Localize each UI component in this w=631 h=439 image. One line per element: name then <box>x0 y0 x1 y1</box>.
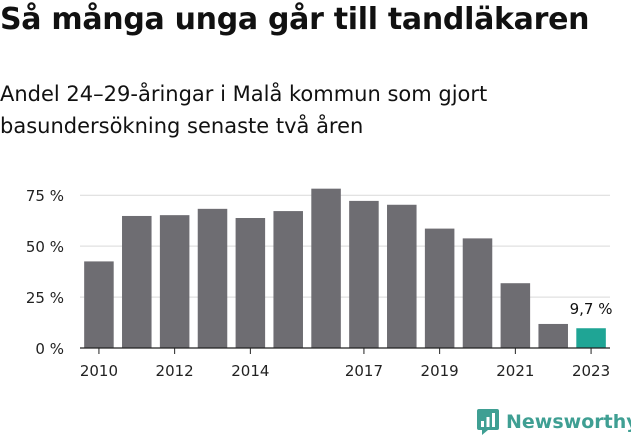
brand-name: Newsworthy <box>506 411 631 433</box>
chart-title: Så många unga går till tandläkaren <box>0 2 590 37</box>
bar-chart: 0 % 25 % 50 % 75 % 2010 2012 2014 2017 2019 2021 2… <box>26 187 613 380</box>
bar <box>84 261 114 348</box>
x-tick-label: 2021 <box>496 362 534 380</box>
x-tick-label: 2017 <box>345 362 383 380</box>
y-tick-label: 0 % <box>35 340 64 358</box>
bar <box>387 204 417 348</box>
newsworthy-brand: Newsworthy <box>476 406 631 438</box>
bar <box>462 238 493 348</box>
chart-subtitle: Andel 24–29-åringar i Malå kommun som gj… <box>0 82 488 138</box>
bar <box>424 228 455 348</box>
x-tick-label: 2019 <box>421 362 459 380</box>
x-tick-label: 2014 <box>231 362 269 380</box>
x-tick-label: 2010 <box>80 362 118 380</box>
newsworthy-logo-icon <box>477 409 499 435</box>
x-tick-label: 2023 <box>572 362 610 380</box>
bar <box>311 188 341 348</box>
y-tick-label: 50 % <box>26 238 64 256</box>
bar <box>159 215 190 348</box>
data-label-annotation: 9,7 % <box>570 300 613 318</box>
bar <box>349 200 379 348</box>
bar <box>235 218 266 348</box>
x-tick-label: 2012 <box>156 362 194 380</box>
bar-highlight <box>576 328 606 348</box>
bar <box>273 211 303 348</box>
bar <box>538 323 568 348</box>
bar <box>500 283 531 348</box>
y-tick-label: 75 % <box>26 187 64 205</box>
bar <box>197 208 228 348</box>
bar <box>122 215 152 348</box>
y-tick-label: 25 % <box>26 289 64 307</box>
